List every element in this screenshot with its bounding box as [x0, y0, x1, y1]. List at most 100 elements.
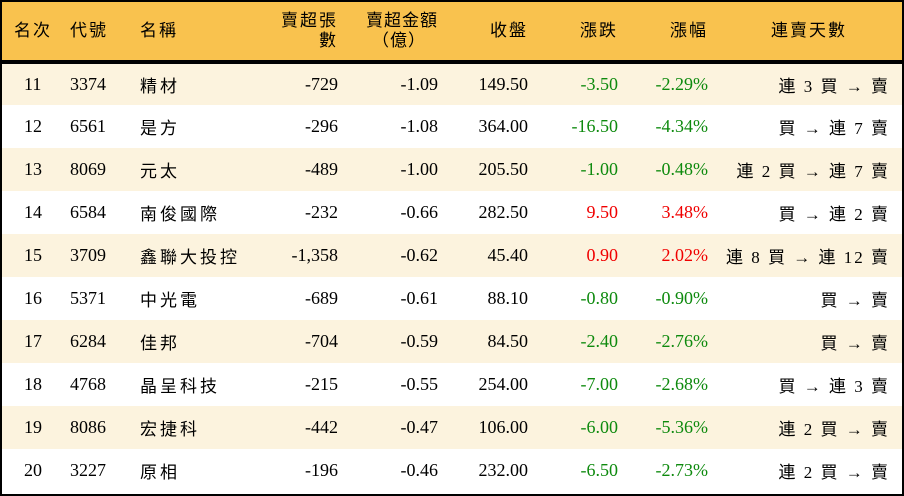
header-change: 漲跌 [536, 2, 626, 64]
cell-name: 原相 [140, 463, 180, 482]
header-sell-amount-line2: （億） [372, 31, 426, 50]
table-row: 20 3227 原相 -196 -0.46 232.00 -6.50 -2.73… [2, 449, 902, 492]
cell-streak: 連 2 買 → 賣 [778, 420, 890, 439]
cell-name: 南俊國際 [140, 205, 220, 224]
cell-code: 8086 [70, 417, 106, 437]
table-row: 16 5371 中光電 -689 -0.61 88.10 -0.80 -0.90… [2, 277, 902, 320]
cell-close: 88.10 [487, 288, 529, 308]
cell-code: 5371 [70, 288, 106, 308]
cell-change-pct: -2.76% [655, 331, 709, 351]
header-close: 收盤 [446, 2, 536, 64]
cell-rank: 19 [24, 417, 42, 437]
cell-close: 232.00 [478, 460, 529, 480]
cell-change: -1.00 [580, 159, 619, 179]
header-sell-volume: 賣超張數 [266, 2, 346, 64]
table-row: 17 6284 佳邦 -704 -0.59 84.50 -2.40 -2.76%… [2, 320, 902, 363]
cell-rank: 18 [24, 374, 42, 394]
cell-rank: 17 [24, 331, 42, 351]
table-row: 12 6561 是方 -296 -1.08 364.00 -16.50 -4.3… [2, 105, 902, 148]
cell-name: 是方 [140, 119, 180, 138]
cell-change: 9.50 [586, 202, 619, 222]
cell-change: -16.50 [571, 116, 619, 136]
table-row: 14 6584 南俊國際 -232 -0.66 282.50 9.50 3.48… [2, 191, 902, 234]
cell-sell-amount: -0.59 [400, 331, 439, 351]
cell-sell-amount: -0.46 [400, 460, 439, 480]
cell-streak: 買 → 連 2 賣 [778, 205, 890, 224]
cell-change: -3.50 [580, 74, 619, 94]
cell-close: 205.50 [478, 159, 529, 179]
cell-close: 254.00 [478, 374, 529, 394]
cell-change: -0.80 [580, 288, 619, 308]
cell-change-pct: -0.90% [655, 288, 709, 308]
cell-sell-amount: -0.55 [400, 374, 439, 394]
cell-code: 3374 [70, 74, 106, 94]
cell-rank: 16 [24, 288, 42, 308]
cell-streak: 買 → 賣 [820, 291, 890, 310]
cell-name: 鑫聯大投控 [140, 248, 240, 267]
cell-close: 106.00 [478, 417, 529, 437]
cell-sell-amount: -1.08 [400, 116, 439, 136]
cell-change-pct: -2.68% [655, 374, 709, 394]
header-sell-amount: 賣超金額 （億） [346, 2, 446, 64]
table-row: 15 3709 鑫聯大投控 -1,358 -0.62 45.40 0.90 2.… [2, 234, 902, 277]
cell-sell-amount: -0.62 [400, 245, 439, 265]
cell-sell-volume: -442 [305, 417, 338, 437]
cell-change: -7.00 [580, 374, 619, 394]
cell-change-pct: -4.34% [655, 116, 709, 136]
cell-sell-amount: -1.00 [400, 159, 439, 179]
cell-change-pct: -0.48% [655, 159, 709, 179]
cell-code: 6284 [70, 331, 106, 351]
table-row: 19 8086 宏捷科 -442 -0.47 106.00 -6.00 -5.3… [2, 406, 902, 449]
cell-code: 6584 [70, 202, 106, 222]
cell-change-pct: 3.48% [661, 202, 709, 222]
cell-sell-volume: -296 [305, 116, 338, 136]
cell-streak: 連 3 買 → 賣 [778, 77, 890, 96]
cell-streak: 連 8 買 → 連 12 賣 [726, 248, 890, 267]
cell-streak: 買 → 賣 [820, 334, 890, 353]
cell-sell-volume: -196 [305, 460, 338, 480]
cell-streak: 買 → 連 3 賣 [778, 377, 890, 396]
cell-change-pct: -2.29% [655, 74, 709, 94]
cell-close: 84.50 [487, 331, 529, 351]
cell-code: 8069 [70, 159, 106, 179]
cell-close: 364.00 [478, 116, 529, 136]
cell-rank: 20 [24, 460, 42, 480]
cell-change: -6.50 [580, 460, 619, 480]
cell-close: 149.50 [478, 74, 529, 94]
cell-sell-volume: -729 [305, 74, 338, 94]
cell-change-pct: -5.36% [655, 417, 709, 437]
cell-name: 佳邦 [140, 334, 180, 353]
cell-sell-volume: -704 [305, 331, 338, 351]
cell-name: 晶呈科技 [140, 377, 220, 396]
cell-rank: 13 [24, 159, 42, 179]
table-row: 13 8069 元太 -489 -1.00 205.50 -1.00 -0.48… [2, 148, 902, 191]
cell-rank: 11 [24, 74, 42, 94]
table-row: 18 4768 晶呈科技 -215 -0.55 254.00 -7.00 -2.… [2, 363, 902, 406]
table-header-row: 名次 代號 名稱 賣超張數 賣超金額 （億） 收盤 漲跌 漲幅 連賣天數 [2, 2, 902, 64]
table-body: 11 3374 精材 -729 -1.09 149.50 -3.50 -2.29… [2, 62, 902, 492]
cell-sell-amount: -1.09 [400, 74, 439, 94]
cell-sell-volume: -689 [305, 288, 338, 308]
header-rank: 名次 [2, 2, 66, 64]
cell-sell-volume: -232 [305, 202, 338, 222]
header-sell-amount-line1: 賣超金額 [366, 11, 438, 30]
header-name: 名稱 [136, 2, 266, 64]
cell-name: 宏捷科 [140, 420, 200, 439]
cell-code: 6561 [70, 116, 106, 136]
cell-sell-amount: -0.66 [400, 202, 439, 222]
cell-rank: 15 [24, 245, 42, 265]
cell-sell-volume: -215 [305, 374, 338, 394]
cell-change-pct: 2.02% [661, 245, 709, 265]
cell-name: 精材 [140, 77, 180, 96]
cell-sell-amount: -0.47 [400, 417, 439, 437]
cell-change-pct: -2.73% [655, 460, 709, 480]
cell-sell-amount: -0.61 [400, 288, 439, 308]
cell-change: 0.90 [586, 245, 619, 265]
cell-streak: 連 2 買 → 賣 [778, 463, 890, 482]
table-row: 11 3374 精材 -729 -1.09 149.50 -3.50 -2.29… [2, 62, 902, 105]
cell-streak: 連 2 買 → 連 7 賣 [736, 162, 890, 181]
cell-code: 3227 [70, 460, 106, 480]
cell-name: 中光電 [140, 291, 200, 310]
